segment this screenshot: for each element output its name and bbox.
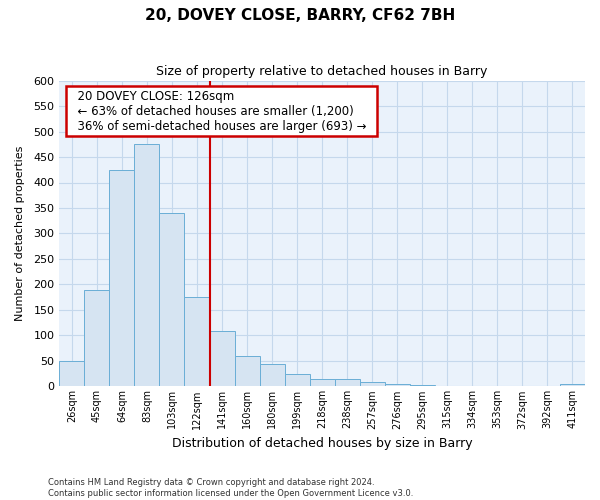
Bar [209, 332, 235, 386]
Bar [360, 382, 385, 386]
Text: 20, DOVEY CLOSE, BARRY, CF62 7BH: 20, DOVEY CLOSE, BARRY, CF62 7BH [145, 8, 455, 22]
Bar [284, 374, 310, 386]
Bar [560, 384, 585, 386]
Bar [410, 385, 435, 386]
Bar [310, 378, 335, 386]
Bar [160, 213, 184, 386]
Bar [109, 170, 134, 386]
Y-axis label: Number of detached properties: Number of detached properties [15, 146, 25, 321]
X-axis label: Distribution of detached houses by size in Barry: Distribution of detached houses by size … [172, 437, 472, 450]
Bar [235, 356, 260, 386]
Title: Size of property relative to detached houses in Barry: Size of property relative to detached ho… [157, 65, 488, 78]
Bar [335, 378, 360, 386]
Bar [85, 290, 109, 386]
Text: Contains HM Land Registry data © Crown copyright and database right 2024.
Contai: Contains HM Land Registry data © Crown c… [48, 478, 413, 498]
Bar [184, 297, 209, 386]
Bar [59, 361, 85, 386]
Bar [134, 144, 160, 386]
Bar [260, 364, 284, 386]
Text: 20 DOVEY CLOSE: 126sqm  
  ← 63% of detached houses are smaller (1,200)  
  36% : 20 DOVEY CLOSE: 126sqm ← 63% of detached… [70, 90, 374, 132]
Bar [385, 384, 410, 386]
